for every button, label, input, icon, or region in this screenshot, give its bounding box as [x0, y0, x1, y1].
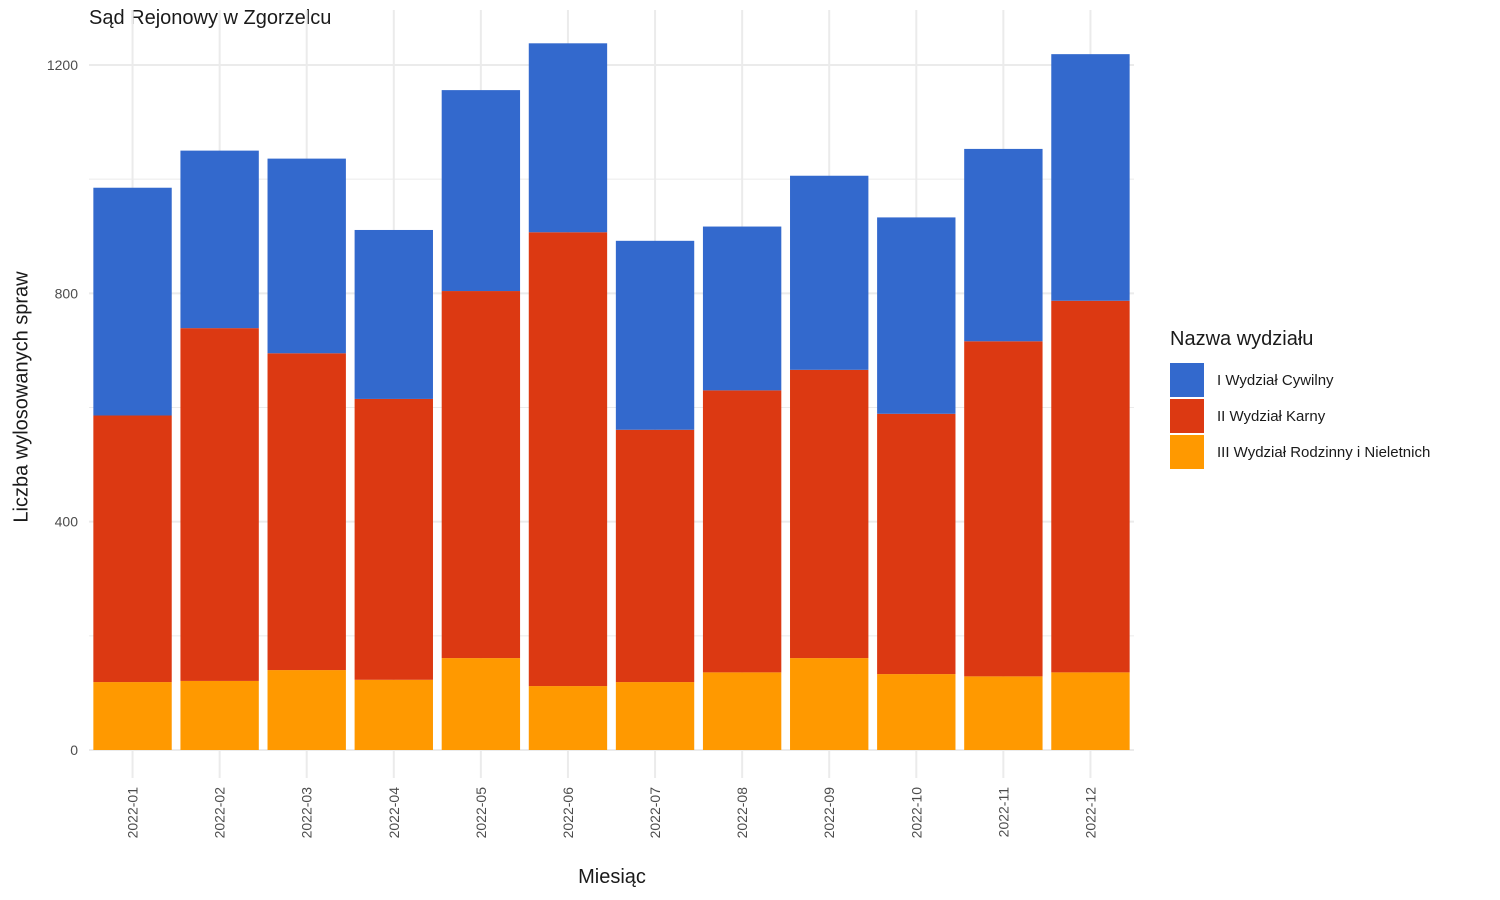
bar-segment: [1051, 54, 1130, 301]
bar-segment: [267, 353, 346, 671]
x-tick-label: 2022-11: [995, 787, 1011, 838]
y-tick-label: 1200: [47, 57, 78, 73]
bar-segment: [354, 229, 433, 399]
bar-segment: [93, 682, 172, 750]
legend-title: Nazwa wydziału: [1170, 328, 1314, 350]
x-tick-label: 2022-05: [473, 787, 489, 839]
bar-segment: [528, 232, 608, 687]
bar-segment: [877, 413, 956, 675]
legend-swatch-cywilny: [1170, 363, 1204, 397]
legend-label-cywilny: I Wydział Cywilny: [1217, 371, 1334, 389]
x-tick-label: 2022-07: [647, 787, 663, 839]
y-tick-label: 400: [55, 514, 79, 530]
legend-label-rodzinny: III Wydział Rodzinny i Nieletnich: [1217, 443, 1431, 461]
legend-label-karny: II Wydział Karny: [1217, 407, 1326, 425]
bar-segment: [441, 291, 521, 659]
bar-segment: [180, 680, 259, 750]
y-tick-labels: 0 400 800 1200: [47, 57, 78, 758]
bar-segment: [702, 672, 782, 750]
bar-segment: [441, 90, 521, 292]
bar-segment: [790, 369, 869, 659]
legend: Nazwa wydziału I Wydział Cywilny II Wydz…: [1170, 328, 1430, 470]
bar-segment: [615, 682, 695, 750]
bar-segment: [964, 676, 1043, 750]
bar-segment: [790, 175, 869, 370]
legend-item-cywilny: I Wydział Cywilny: [1170, 362, 1430, 398]
y-tick-label: 0: [70, 742, 78, 758]
x-axis-title: Miesiąc: [578, 866, 646, 888]
bar-segment: [790, 658, 869, 750]
x-tick-label: 2022-03: [299, 787, 315, 839]
x-tick-label: 2022-06: [560, 787, 576, 839]
bar-segment: [441, 658, 521, 750]
x-tick-label: 2022-08: [734, 787, 750, 839]
bar-segment: [964, 341, 1043, 677]
x-tick-label: 2022-12: [1082, 787, 1098, 839]
x-tick-label: 2022-10: [908, 787, 924, 839]
bar-segment: [180, 150, 259, 329]
bar-segment: [1051, 672, 1130, 750]
bar-segment: [877, 217, 956, 414]
bar-segment: [267, 158, 346, 354]
bar-segment: [93, 415, 172, 683]
bar-segment: [267, 670, 346, 750]
legend-item-karny: II Wydział Karny: [1170, 398, 1430, 434]
bar-segment: [528, 686, 608, 750]
x-tick-label: 2022-09: [821, 787, 837, 839]
bar-segment: [615, 429, 695, 683]
x-tick-label: 2022-04: [386, 787, 402, 839]
bar-segment: [702, 390, 782, 673]
x-tick-label: 2022-02: [212, 787, 228, 839]
bar-segment: [877, 674, 956, 750]
bar-segment: [1051, 300, 1130, 673]
bars: [93, 43, 1130, 750]
legend-swatch-rodzinny: [1170, 435, 1204, 469]
bar-segment: [180, 328, 259, 681]
x-tick-labels: 2022-01 2022-02 2022-03 2022-04 2022-05 2022-…: [125, 787, 1099, 839]
legend-item-rodzinny: III Wydział Rodzinny i Nieletnich: [1170, 434, 1430, 470]
chart-title: Sąd Rejonowy w Zgorzelcu: [89, 7, 332, 29]
y-axis-title: Liczba wylosowanych spraw: [10, 271, 33, 523]
bar-segment: [964, 148, 1043, 342]
bar-segment: [528, 43, 608, 233]
bar-segment: [354, 679, 433, 750]
legend-swatch-karny: [1170, 399, 1204, 433]
bar-segment: [354, 398, 433, 680]
x-tick-label: 2022-01: [125, 787, 141, 839]
bar-segment: [93, 187, 172, 416]
bar-segment: [615, 240, 695, 430]
y-tick-label: 800: [55, 285, 79, 301]
bar-segment: [702, 226, 782, 391]
